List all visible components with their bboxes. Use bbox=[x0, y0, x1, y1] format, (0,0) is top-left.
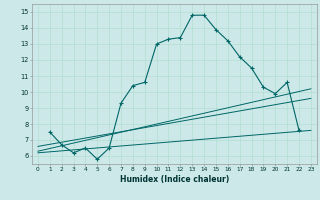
X-axis label: Humidex (Indice chaleur): Humidex (Indice chaleur) bbox=[120, 175, 229, 184]
